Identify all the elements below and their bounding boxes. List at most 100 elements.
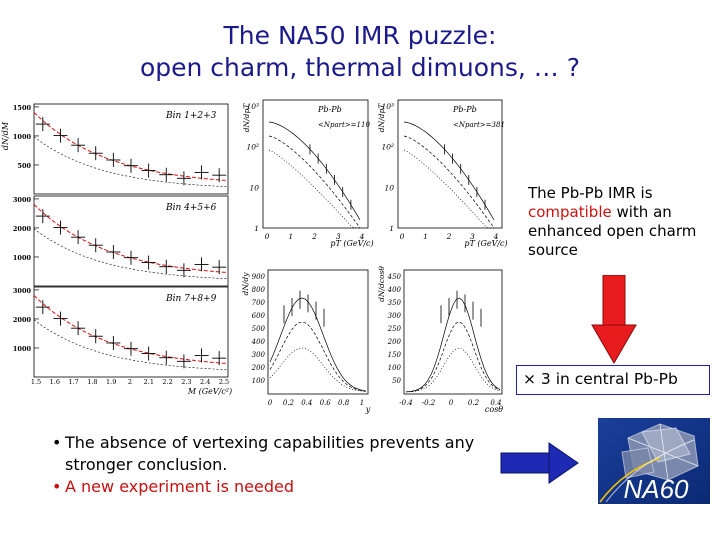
pt-model-curve	[403, 121, 495, 221]
pt-model-curve	[268, 135, 361, 229]
pb-pb-imr-text: The Pb-Pb IMR is compatible with an enha…	[528, 184, 718, 260]
pt-ylabel: dN/dpT	[377, 103, 386, 132]
mass-xtick-label: 2.5	[219, 378, 229, 386]
side-text-highlight: compatible	[528, 203, 612, 221]
dist-ytick-label: 500	[252, 325, 266, 333]
dist-model-curve	[405, 347, 501, 393]
mass-xtick-label: 1.7	[68, 378, 78, 386]
dist-xtick-label: 0.4	[490, 399, 501, 407]
pt-ytick-label: 1	[254, 224, 259, 233]
dist-ytick-label: 700	[252, 299, 266, 307]
bullet-list: • The absence of vertexing capabilities …	[52, 432, 512, 498]
bullet-marker: •	[52, 433, 62, 452]
mass-panel-frame	[33, 195, 229, 287]
dist-xtick-label: 0.4	[301, 399, 312, 407]
slide-title-line2: open charm, thermal dimuons, … ?	[139, 53, 581, 82]
mass-panel-label: Bin 7+8+9	[165, 294, 217, 304]
dist-ylabel: dN/dy	[241, 272, 250, 296]
dist-ytick-label: 150	[388, 351, 402, 359]
mass-ytick-label: 3000	[13, 196, 32, 204]
dist-ytick-label: 300	[388, 312, 402, 320]
dist-ytick-label: 300	[252, 351, 266, 359]
blue-right-arrow-icon	[500, 442, 579, 484]
mass-xtick-label: 1.5	[31, 378, 41, 386]
bullet-item-new-experiment: • A new experiment is needed	[52, 476, 512, 498]
pt-ytick-label: 10²	[381, 143, 394, 152]
mass-xtick-label: 1.6	[50, 378, 60, 386]
mass-xtick-label: 2.2	[162, 378, 172, 386]
dist-xlabel: cosθ	[485, 405, 503, 414]
pt-xlabel: pT (GeV/c)	[464, 239, 507, 248]
dist-xtick-label: 0.2	[283, 399, 295, 407]
pt-xlabel: pT (GeV/c)	[330, 239, 373, 248]
dist-ytick-label: 200	[251, 364, 266, 372]
pt-panel-annotation: <Npart>=110	[318, 121, 370, 129]
mass-xtick-label: 2.4	[200, 378, 210, 386]
dist-xtick-label: 0.6	[320, 399, 332, 407]
dist-ytick-label: 400	[251, 338, 266, 346]
mass-ylabel: dN/dM	[1, 121, 10, 150]
dist-ytick-label: 200	[387, 338, 402, 346]
pt-ytick-label: 10³	[381, 102, 394, 111]
mass-panel-label: Bin 4+5+6	[165, 203, 217, 213]
mass-ytick-label: 1000	[13, 345, 32, 353]
side-text-prefix: The Pb-Pb IMR is	[528, 184, 653, 202]
times-symbol: ×	[523, 370, 536, 388]
dist-ylabel: dN/dcosθ	[377, 266, 386, 302]
mass-ytick-label: 2000	[13, 225, 32, 233]
pt-ytick-label: 1	[389, 224, 394, 233]
pt-ytick-label: 10	[384, 183, 394, 192]
pt-panel-frame	[397, 99, 503, 229]
pt-panel-frame	[262, 99, 369, 229]
dist-xtick-label: 0.2	[468, 399, 480, 407]
pt-xtick-label: 0	[265, 232, 270, 241]
bullet-item-vertexing: • The absence of vertexing capabilities …	[52, 432, 512, 476]
na60-logo-text: NA60	[623, 474, 689, 504]
dist-model-curve	[269, 297, 367, 392]
pt-xtick-label: 1	[423, 232, 428, 241]
pt-ytick-label: 10²	[246, 143, 259, 152]
dist-xtick-label: 1	[360, 399, 364, 407]
dist-model-curve	[269, 347, 367, 392]
bullet-text-vertexing: The absence of vertexing capabilities pr…	[65, 433, 475, 474]
dist-panel-frame	[267, 269, 369, 395]
pt-xtick-label: 2	[446, 232, 452, 241]
pt-panel-annotation: <Npart>=381	[453, 121, 505, 129]
pt-xtick-label: 3	[470, 232, 475, 241]
dist-ytick-label: 50	[392, 377, 401, 385]
dist-xtick-label: 0	[268, 399, 273, 407]
pt-model-curve	[403, 135, 495, 229]
pt-xtick-label: 0	[400, 232, 405, 241]
mass-fit-curve	[33, 295, 229, 365]
mass-fit-curve	[33, 112, 229, 182]
dist-xtick-label: 0	[449, 399, 454, 407]
dist-ytick-label: 900	[252, 273, 266, 281]
pt-ytick-label: 10	[249, 183, 259, 192]
dist-ytick-label: 100	[388, 364, 402, 372]
mass-ytick-label: 2000	[13, 316, 32, 324]
bullet-marker: •	[52, 477, 62, 496]
dist-xtick-label: 0.8	[338, 399, 350, 407]
dist-ytick-label: 600	[252, 312, 266, 320]
dist-ytick-label: 800	[252, 286, 266, 294]
dist-xlabel: y	[365, 405, 371, 414]
side-text-suffix: with an enhanced open charm source	[528, 203, 697, 259]
pt-model-curve	[268, 121, 361, 221]
mass-ytick-label: 500	[17, 162, 31, 170]
pt-model-curve	[268, 149, 360, 229]
mass-background-curve	[33, 228, 229, 280]
pt-xtick-label: 4	[493, 232, 499, 241]
mass-xtick-label: 2	[128, 378, 132, 386]
mass-ytick-label: 1500	[13, 104, 32, 112]
mass-ytick-label: 3000	[13, 287, 32, 295]
factor-box: × 3 in central Pb-Pb	[516, 365, 710, 395]
dist-ytick-label: 350	[388, 299, 402, 307]
mass-xlabel: M (GeV/c²)	[187, 387, 232, 396]
dist-panel-frame	[403, 269, 503, 395]
mass-panel-label: Bin 1+2+3	[165, 111, 217, 121]
pt-ylabel: dN/dpT	[242, 103, 251, 132]
dist-model-curve	[269, 321, 367, 392]
pt-xtick-label: 2	[311, 232, 317, 241]
dist-ytick-label: 400	[387, 286, 402, 294]
factor-text: 3 in central Pb-Pb	[536, 370, 678, 388]
